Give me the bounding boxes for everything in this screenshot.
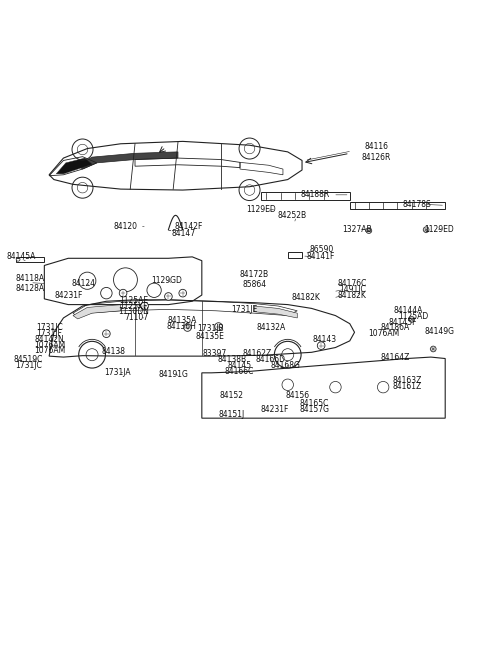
Text: 84145F: 84145F — [388, 318, 417, 327]
Text: 84178S: 84178S — [402, 200, 431, 209]
Text: 84116
84126R: 84116 84126R — [361, 142, 391, 162]
Text: 84135E: 84135E — [195, 331, 224, 341]
Polygon shape — [78, 152, 178, 169]
Text: 84191G: 84191G — [158, 370, 188, 379]
Text: 1076AM: 1076AM — [34, 341, 65, 350]
Text: 1327AB: 1327AB — [342, 225, 372, 234]
Text: 1491JC: 1491JC — [339, 285, 366, 294]
Text: 1731JF: 1731JF — [36, 329, 62, 338]
Text: 1731JC: 1731JC — [36, 324, 63, 333]
Text: 84166D: 84166D — [255, 356, 285, 364]
Text: 84172B
85864: 84172B 85864 — [240, 270, 269, 289]
Text: 84143: 84143 — [313, 335, 337, 345]
Text: 84138: 84138 — [102, 347, 126, 356]
Text: 84231F: 84231F — [261, 405, 289, 414]
Text: 1076AM: 1076AM — [34, 346, 65, 356]
Circle shape — [423, 227, 429, 233]
Circle shape — [141, 302, 148, 310]
Circle shape — [215, 323, 222, 330]
Text: 84162Z: 84162Z — [242, 349, 271, 358]
Circle shape — [179, 290, 187, 297]
Text: 84151J: 84151J — [218, 410, 244, 419]
Text: 1129GD: 1129GD — [152, 276, 182, 285]
Text: 84186A: 84186A — [381, 324, 410, 333]
Text: 1731JE: 1731JE — [232, 305, 258, 314]
Text: 84176C: 84176C — [337, 279, 367, 288]
Text: 84156: 84156 — [286, 391, 310, 400]
Text: 1076AM: 1076AM — [369, 329, 400, 338]
Circle shape — [119, 290, 127, 297]
Text: 84188R: 84188R — [301, 191, 330, 199]
Text: 84157G: 84157G — [300, 405, 329, 414]
Text: 84142F: 84142F — [174, 222, 203, 231]
Text: 84145A: 84145A — [6, 252, 36, 261]
Text: 1129ED: 1129ED — [424, 225, 454, 234]
Polygon shape — [254, 306, 297, 318]
Circle shape — [431, 346, 436, 352]
Circle shape — [165, 293, 172, 300]
Text: 84124: 84124 — [72, 279, 96, 288]
Polygon shape — [56, 158, 92, 174]
Text: 1731JC: 1731JC — [15, 361, 42, 370]
Text: 84138B: 84138B — [217, 356, 246, 364]
Circle shape — [366, 228, 372, 233]
Text: 84182K: 84182K — [291, 293, 320, 303]
Text: 84166C: 84166C — [225, 367, 254, 377]
Polygon shape — [73, 305, 120, 319]
Circle shape — [103, 330, 110, 337]
Text: 84144A: 84144A — [394, 307, 423, 315]
Text: 1129ED: 1129ED — [247, 204, 276, 214]
Circle shape — [317, 342, 325, 350]
Circle shape — [409, 316, 415, 322]
Text: 84120: 84120 — [114, 222, 138, 231]
Text: 84142N: 84142N — [35, 335, 64, 344]
Circle shape — [184, 324, 192, 331]
Text: 84135A: 84135A — [167, 316, 196, 325]
Text: 84231F: 84231F — [54, 291, 83, 299]
Circle shape — [16, 257, 20, 261]
Text: 84163Z: 84163Z — [392, 377, 422, 385]
Text: 84152: 84152 — [219, 391, 243, 400]
Text: 84118A
84128A: 84118A 84128A — [15, 274, 45, 293]
Text: 84141F: 84141F — [307, 252, 336, 261]
Text: 84519C: 84519C — [14, 356, 43, 364]
Text: 1731JB: 1731JB — [198, 324, 224, 333]
Text: 1125AD: 1125AD — [398, 312, 428, 321]
Text: 84161Z: 84161Z — [393, 382, 421, 391]
Text: 84136H: 84136H — [167, 322, 197, 331]
Text: 1125KF: 1125KF — [120, 301, 148, 310]
Text: 1125AE: 1125AE — [119, 296, 148, 305]
Text: 84252B: 84252B — [278, 211, 307, 220]
Text: 86590: 86590 — [309, 245, 333, 254]
Text: 84168G: 84168G — [271, 361, 301, 370]
Text: 84165C: 84165C — [300, 400, 329, 408]
Text: 1731JA: 1731JA — [104, 368, 131, 377]
Text: 84145: 84145 — [228, 361, 252, 370]
Text: 83397: 83397 — [202, 349, 227, 358]
Text: 84149G: 84149G — [424, 327, 455, 336]
Text: 1130DN: 1130DN — [118, 307, 149, 316]
Text: 84147: 84147 — [172, 229, 196, 238]
Text: 84132A: 84132A — [256, 324, 286, 333]
Text: 84182K: 84182K — [338, 291, 367, 299]
Text: 84164Z: 84164Z — [381, 353, 410, 362]
Text: 71107: 71107 — [124, 313, 148, 322]
